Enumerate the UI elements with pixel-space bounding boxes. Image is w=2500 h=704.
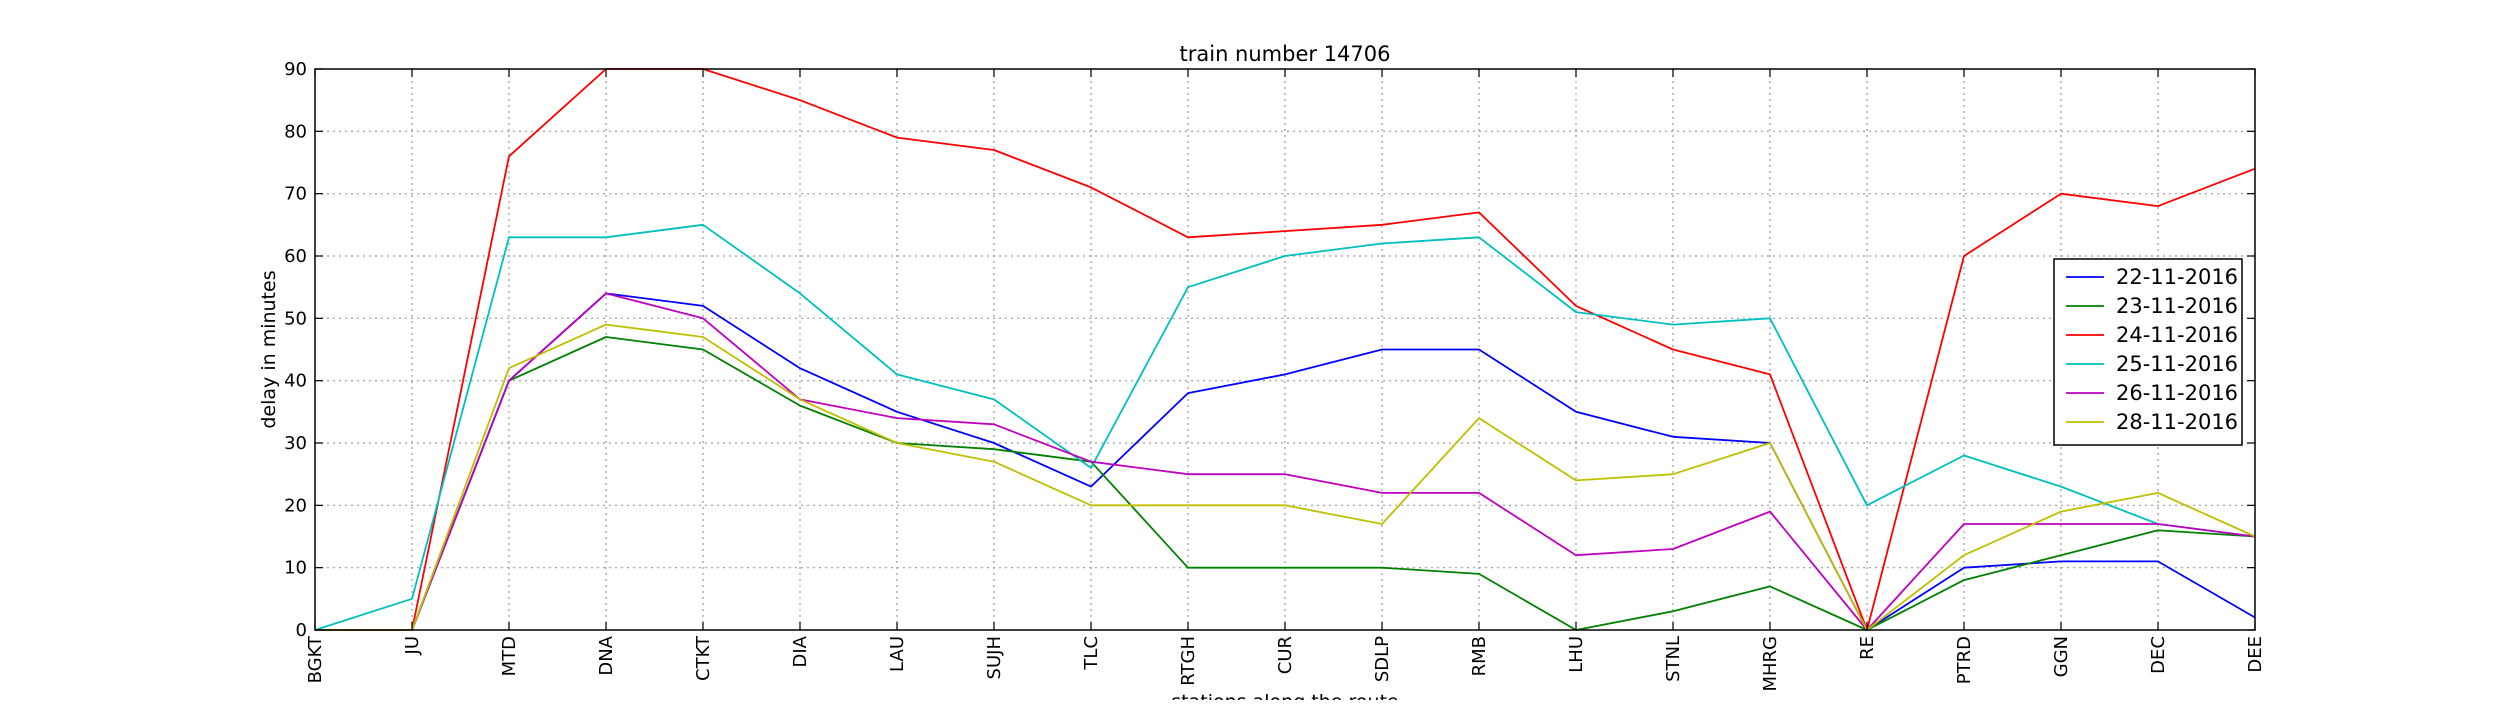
x-tick-label: GGN xyxy=(2051,636,2072,677)
x-tick-label: TLC xyxy=(1081,636,1102,671)
x-tick-label: LAU xyxy=(887,636,908,672)
y-tick-label: 30 xyxy=(284,433,307,454)
x-tick-label: PTRD xyxy=(1954,636,1975,684)
x-tick-label: JU xyxy=(402,636,423,655)
y-axis: 0 10 20 30 40 50 60 70 80 90 xyxy=(284,59,2255,641)
y-tick-label: 60 xyxy=(284,246,307,267)
x-tick-label: RE xyxy=(1857,636,1878,660)
series-line-23-11-2016 xyxy=(315,336,2256,631)
x-tick-label: DEC xyxy=(2148,636,2169,674)
legend-label: 25-11-2016 xyxy=(2116,352,2238,376)
chart-title: train number 14706 xyxy=(1180,42,1391,66)
legend-box xyxy=(2053,258,2243,446)
x-tick-label: LHU xyxy=(1566,636,1587,673)
x-tick-label: RTGH xyxy=(1178,636,1199,686)
legend-label: 26-11-2016 xyxy=(2116,381,2238,405)
x-tick-label: RMB xyxy=(1469,636,1490,676)
legend: 22-11-2016 23-11-2016 24-11-2016 25-11-2016… xyxy=(2053,258,2243,446)
y-tick-label: 40 xyxy=(284,371,307,392)
x-tick-label: STNL xyxy=(1663,636,1684,682)
x-tick-label: CTKT xyxy=(693,635,714,681)
x-tick-label: MTD xyxy=(499,636,520,676)
y-axis-label: delay in minutes xyxy=(258,270,280,428)
y-tick-label: 0 xyxy=(296,620,307,641)
y-tick-label: 90 xyxy=(284,59,307,80)
y-tick-label: 80 xyxy=(284,121,307,142)
series-line-22-11-2016 xyxy=(315,292,2256,631)
legend-label: 28-11-2016 xyxy=(2116,410,2238,434)
y-tick-label: 70 xyxy=(284,184,307,205)
grid xyxy=(315,69,2255,630)
x-tick-label: SDLP xyxy=(1372,636,1393,682)
series-line-28-11-2016 xyxy=(315,323,2256,631)
x-axis: BGKT JU MTD DNA CTKT DIA LAU SUJH TLC RTGH CUR SDLP… xyxy=(305,69,2266,692)
x-tick-label: CUR xyxy=(1275,636,1296,674)
x-tick-label: DEE xyxy=(2245,636,2266,673)
x-axis-label: stations along the route xyxy=(1171,691,1398,700)
x-tick-label: DNA xyxy=(596,635,617,675)
series-line-26-11-2016 xyxy=(315,292,2256,631)
legend-label: 22-11-2016 xyxy=(2116,265,2238,289)
y-tick-label: 10 xyxy=(284,558,307,579)
y-tick-label: 20 xyxy=(284,495,307,516)
x-tick-label: SUJH xyxy=(984,636,1005,679)
y-tick-label: 50 xyxy=(284,308,307,329)
legend-label: 24-11-2016 xyxy=(2116,323,2238,347)
x-tick-label: BGKT xyxy=(305,635,326,683)
legend-label: 23-11-2016 xyxy=(2116,294,2238,318)
x-tick-label: MHRG xyxy=(1760,636,1781,692)
x-tick-label: DIA xyxy=(790,635,811,667)
series-line-25-11-2016 xyxy=(314,223,2256,631)
